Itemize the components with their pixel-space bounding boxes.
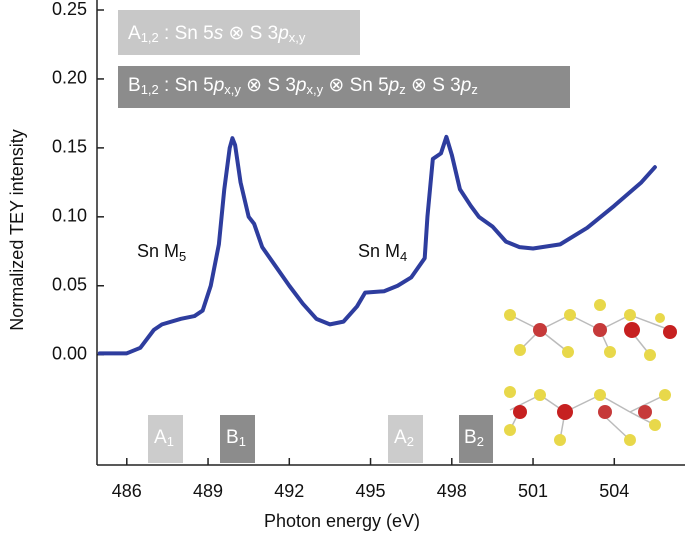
legend-box-b [118,66,570,108]
x-tick-label: 489 [193,481,223,501]
x-tick-label: 492 [274,481,304,501]
marker-label: B2 [464,427,484,449]
marker-label: B1 [226,427,246,449]
data-line [97,134,657,356]
edge-label: Sn M5 [137,241,186,265]
legend-text-b: B1,2 : Sn 5px,y ⊗ S 3px,y ⊗ Sn 5pz ⊗ S 3… [128,75,478,97]
legend-text-a: A1,2 : Sn 5s ⊗ S 3px,y [128,23,306,45]
x-tick-label: 501 [518,481,548,501]
marker-box [459,415,493,463]
marker-label: A2 [394,427,414,449]
marker-label: A1 [154,427,174,449]
y-tick-label: 0.00 [52,343,87,363]
marker-box [148,415,183,463]
y-tick-label: 0.15 [52,137,87,157]
edge-label: Sn M4 [358,241,407,265]
y-tick-label: 0.25 [52,0,87,19]
x-tick-label: 504 [599,481,629,501]
x-tick-label: 498 [437,481,467,501]
marker-box [220,415,255,463]
marker-box [388,415,423,463]
y-axis-label: Normalized TEY intensity [7,129,27,330]
legend-box-a [118,10,360,55]
y-tick-label: 0.05 [52,275,87,295]
crystal-structure [509,314,671,441]
crystal-atoms [504,299,677,446]
x-axis-label: Photon energy (eV) [264,511,420,531]
y-tick-label: 0.10 [52,206,87,226]
y-tick-label: 0.20 [52,68,87,88]
x-tick-label: 495 [356,481,386,501]
x-tick-label: 486 [112,481,142,501]
